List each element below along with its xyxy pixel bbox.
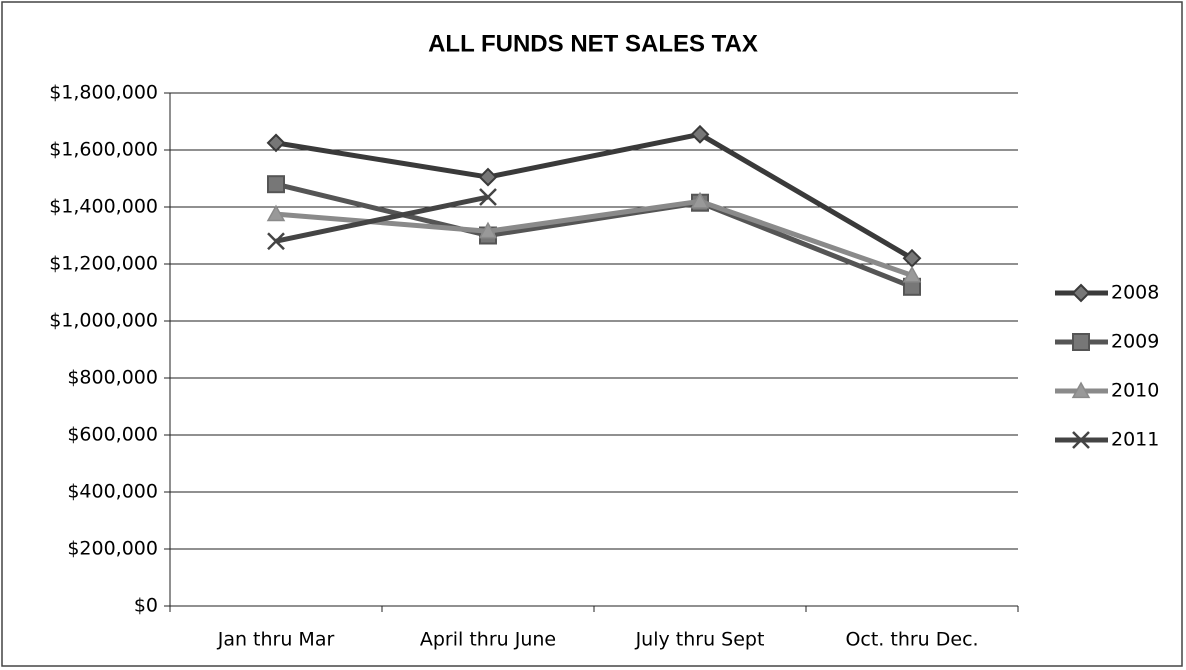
series-line (275, 181, 913, 290)
y-tick-label: $600,000 (67, 424, 158, 446)
y-tick-label: $0 (134, 595, 158, 617)
y-tick-label: $1,800,000 (49, 82, 158, 104)
data-point (266, 133, 286, 153)
chart-title: ALL FUNDS NET SALES TAX (428, 30, 758, 57)
legend-marker (1071, 381, 1091, 399)
data-point (267, 232, 285, 251)
y-tick-label: $1,200,000 (49, 253, 158, 275)
x-tick-label: April thru June (420, 629, 556, 651)
legend-label: 2008 (1111, 282, 1159, 304)
data-point (690, 124, 710, 144)
legend-label: 2011 (1111, 429, 1159, 451)
series-line (275, 194, 489, 244)
y-tick-label: $400,000 (67, 481, 158, 503)
x-tick-label: Jan thru Mar (217, 629, 335, 651)
y-tick-label: $200,000 (67, 538, 158, 560)
legend-marker (1072, 333, 1090, 351)
y-tick-label: $800,000 (67, 367, 158, 389)
data-point (478, 167, 498, 187)
legend-marker (1071, 283, 1091, 303)
series-line (275, 198, 913, 278)
legend-marker (1072, 431, 1090, 449)
y-tick-label: $1,400,000 (49, 196, 158, 218)
series-line (275, 131, 914, 261)
data-point (267, 175, 285, 194)
x-tick-label: July thru Sept (635, 629, 765, 651)
data-point (478, 221, 498, 239)
y-tick-label: $1,000,000 (49, 310, 158, 332)
legend-label: 2009 (1111, 331, 1159, 353)
data-point (690, 191, 710, 209)
data-point (902, 265, 922, 283)
y-tick-label: $1,600,000 (49, 139, 158, 161)
x-tick-label: Oct. thru Dec. (845, 629, 978, 651)
data-point (266, 204, 286, 222)
data-point (479, 188, 497, 206)
legend-label: 2010 (1111, 380, 1159, 402)
